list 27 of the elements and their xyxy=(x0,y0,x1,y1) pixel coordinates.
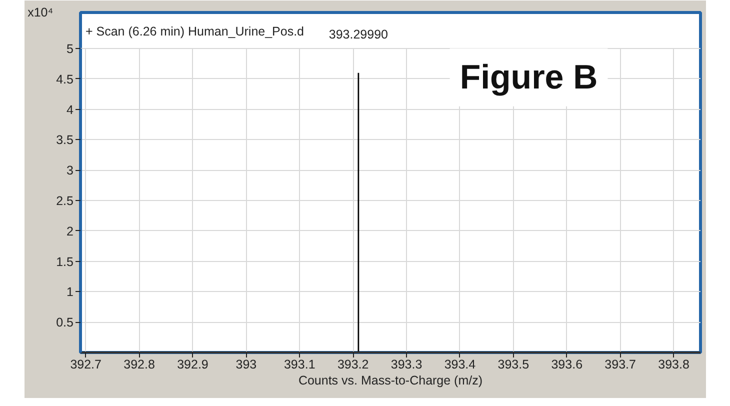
y-tick-label: 0.5 xyxy=(56,316,74,330)
chart-title: + Scan (6.26 min) Human_Urine_Pos.d xyxy=(86,24,304,38)
x-tick-label: 392.7 xyxy=(70,358,102,372)
x-tick-label: 392.9 xyxy=(177,358,208,372)
x-tick-label: 393.7 xyxy=(604,358,636,372)
annotation: 393.29990 xyxy=(328,27,388,42)
x-tick-label: 393.5 xyxy=(498,358,530,372)
y-tick-label: 4.5 xyxy=(56,72,74,86)
y-tick-label: 5 xyxy=(66,42,74,56)
x-tick-label: 393.8 xyxy=(658,358,690,372)
y-axis-title: x10⁴ xyxy=(28,6,54,20)
x-tick-label: 392.8 xyxy=(124,358,155,372)
x-tick-label: 393.1 xyxy=(284,358,316,372)
annotation: Figure B xyxy=(460,58,598,96)
y-tick-label: 3 xyxy=(66,164,74,178)
x-tick-label: 393.3 xyxy=(390,358,422,372)
y-tick-label: 2 xyxy=(66,224,74,238)
y-tick-label: 1.5 xyxy=(56,254,74,269)
y-tick-label: 1 xyxy=(66,285,74,300)
x-axis-title: Counts vs. Mass-to-Charge (m/z) xyxy=(298,374,483,388)
y-tick-label: 3.5 xyxy=(56,133,74,148)
y-tick-label: 2.5 xyxy=(56,194,74,208)
x-tick-label: 393.6 xyxy=(551,358,583,372)
x-tick-label: 393.4 xyxy=(444,358,476,372)
y-tick-label: 4 xyxy=(66,102,74,117)
x-tick-label: 393 xyxy=(236,358,257,372)
x-tick-label: 393.2 xyxy=(337,358,369,372)
